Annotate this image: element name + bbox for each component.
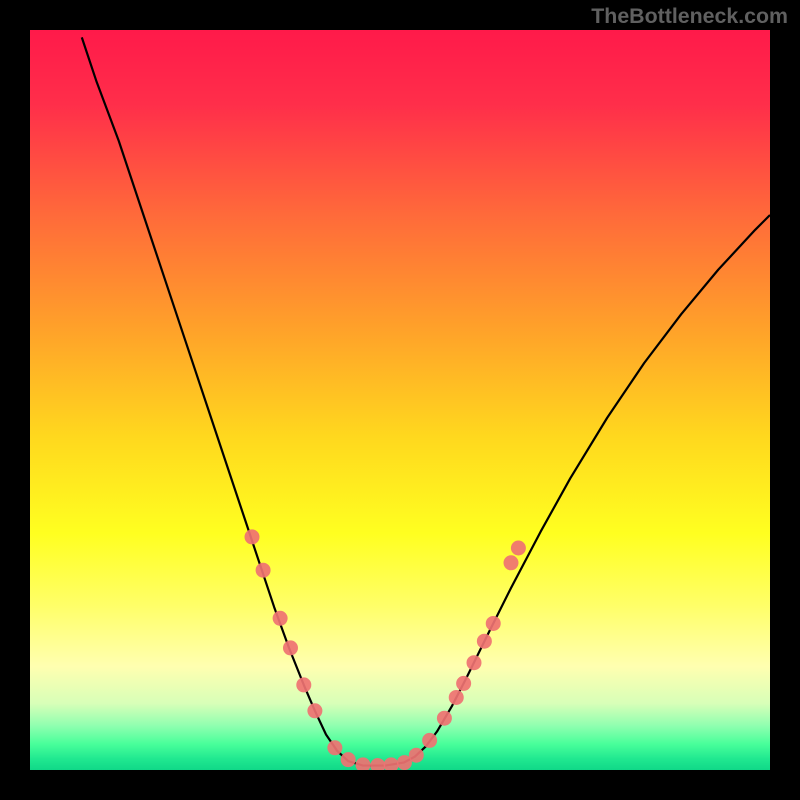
bottleneck-chart: [0, 0, 800, 800]
data-marker: [256, 563, 271, 578]
data-marker: [437, 711, 452, 726]
data-marker: [409, 748, 424, 763]
data-marker: [245, 529, 260, 544]
data-marker: [467, 655, 482, 670]
data-marker: [273, 611, 288, 626]
data-marker: [449, 690, 464, 705]
plot-area: [30, 30, 770, 770]
data-marker: [341, 752, 356, 767]
data-marker: [422, 733, 437, 748]
data-marker: [486, 616, 501, 631]
watermark-text: TheBottleneck.com: [591, 4, 788, 29]
data-marker: [511, 541, 526, 556]
data-marker: [307, 703, 322, 718]
data-marker: [477, 634, 492, 649]
data-marker: [456, 676, 471, 691]
data-marker: [504, 555, 519, 570]
data-marker: [283, 640, 298, 655]
data-marker: [296, 677, 311, 692]
data-marker: [327, 740, 342, 755]
